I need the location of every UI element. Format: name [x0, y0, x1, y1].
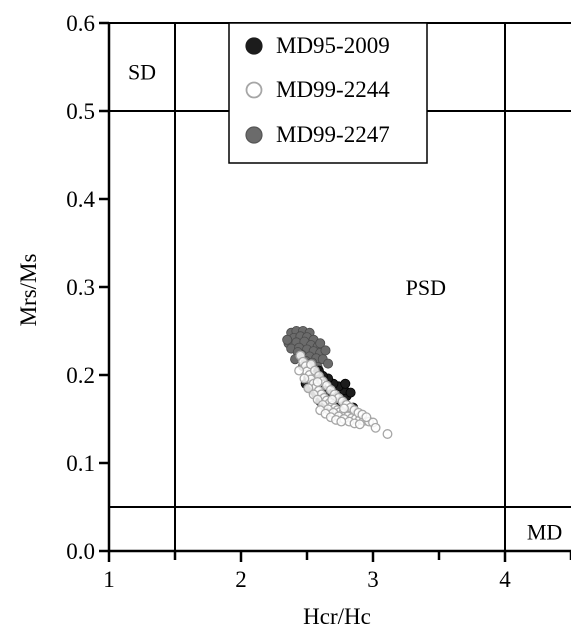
point-md99-2244 — [294, 365, 305, 376]
point-md99-2244 — [327, 394, 338, 405]
y-tick-label: 0.0 — [66, 539, 95, 564]
point-md99-2244 — [361, 412, 372, 423]
x-tick-label: 4 — [499, 567, 511, 592]
point-md95-2009 — [345, 387, 356, 398]
axis-tick-labels: 0.0 0.1 0.2 0.3 0.4 0.5 0.6 1 2 3 4 — [66, 11, 511, 592]
point-md99-2247 — [282, 334, 293, 345]
data-points — [282, 325, 393, 439]
point-md99-2247 — [320, 345, 331, 356]
y-tick-label: 0.5 — [66, 99, 95, 124]
x-axis-label: Hcr/Hc — [303, 604, 371, 629]
y-tick-label: 0.3 — [66, 275, 95, 300]
region-label-md: MD — [527, 520, 562, 545]
legend-marker-md99-2244 — [245, 81, 263, 99]
y-tick-label: 0.2 — [66, 363, 95, 388]
point-md99-2244 — [354, 419, 365, 430]
point-md99-2244 — [370, 422, 381, 433]
x-tick-label: 3 — [367, 567, 379, 592]
point-md99-2244 — [382, 429, 393, 439]
y-axis-label: Mrs/Ms — [16, 254, 41, 327]
legend-label-md99-2244: MD99-2244 — [276, 77, 390, 102]
legend-label-md95-2009: MD95-2009 — [276, 33, 390, 58]
region-labels: SD PSD MD — [128, 59, 562, 544]
y-tick-label: 0.6 — [66, 11, 95, 36]
y-tick-label: 0.4 — [66, 187, 95, 212]
legend-label-md99-2247: MD99-2247 — [276, 122, 390, 147]
point-md95-2009 — [340, 378, 351, 389]
point-md99-2247 — [323, 358, 334, 369]
point-md99-2244 — [312, 377, 323, 387]
legend-marker-md99-2247 — [245, 126, 263, 144]
point-md99-2244 — [339, 403, 349, 414]
point-md99-2244 — [336, 416, 347, 427]
region-label-sd: SD — [128, 59, 156, 84]
x-tick-label: 2 — [235, 567, 247, 592]
region-label-psd: PSD — [406, 275, 446, 300]
x-tick-label: 1 — [103, 567, 115, 592]
axis-ticks — [99, 21, 571, 562]
legend: MD95-2009 MD99-2244 MD99-2247 — [228, 22, 428, 164]
point-md99-2244 — [303, 383, 314, 394]
point-md99-2247 — [315, 338, 326, 349]
point-md99-2244 — [299, 373, 310, 384]
legend-marker-md95-2009 — [245, 37, 263, 55]
y-tick-label: 0.1 — [66, 451, 95, 476]
